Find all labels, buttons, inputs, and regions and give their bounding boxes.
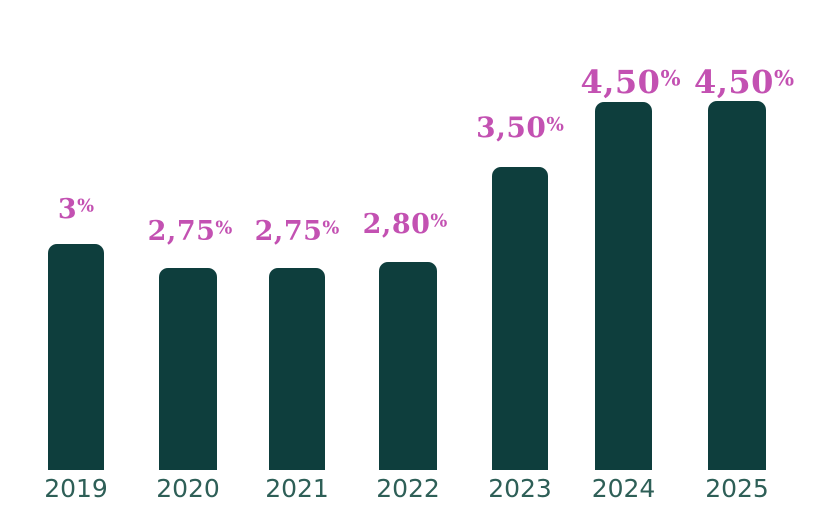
- value-label-2019: 3%: [58, 196, 94, 223]
- percent-sign: %: [546, 114, 564, 136]
- percent-sign: %: [660, 65, 681, 91]
- value-label-2024: 4,50%: [581, 66, 681, 98]
- value-label-2025: 4,50%: [694, 66, 794, 98]
- value-number: 3,50: [476, 111, 547, 144]
- value-label-2023: 3,50%: [476, 114, 564, 142]
- category-label-2019: 2019: [44, 474, 108, 503]
- category-label-2020: 2020: [156, 474, 220, 503]
- value-label-2022: 2,80%: [363, 211, 448, 238]
- category-label-2024: 2024: [591, 474, 656, 503]
- bar-2024: [595, 102, 652, 470]
- bar-2025: [708, 101, 766, 470]
- bar-2020: [159, 268, 217, 470]
- bar-2023: [492, 167, 548, 470]
- bar-2022: [379, 262, 437, 470]
- value-number: 2,75: [147, 216, 216, 247]
- value-number: 2,80: [362, 209, 431, 240]
- category-label-2022: 2022: [376, 474, 440, 503]
- value-number: 4,50: [580, 63, 661, 101]
- value-number: 2,75: [254, 216, 323, 247]
- category-label-2025: 2025: [705, 474, 769, 503]
- value-number: 3: [57, 194, 78, 225]
- value-label-2021: 2,75%: [255, 218, 340, 245]
- value-label-2020: 2,75%: [148, 218, 233, 245]
- percent-sign: %: [322, 217, 340, 239]
- percent-sign: %: [430, 210, 448, 232]
- value-number: 4,50: [694, 63, 774, 101]
- percent-sign: %: [77, 195, 95, 217]
- category-label-2021: 2021: [265, 474, 329, 503]
- category-label-2023: 2023: [488, 474, 552, 503]
- percent-sign: %: [215, 217, 233, 239]
- bar-2021: [269, 268, 325, 470]
- percent-sign: %: [773, 65, 794, 91]
- bar-2019: [48, 244, 104, 470]
